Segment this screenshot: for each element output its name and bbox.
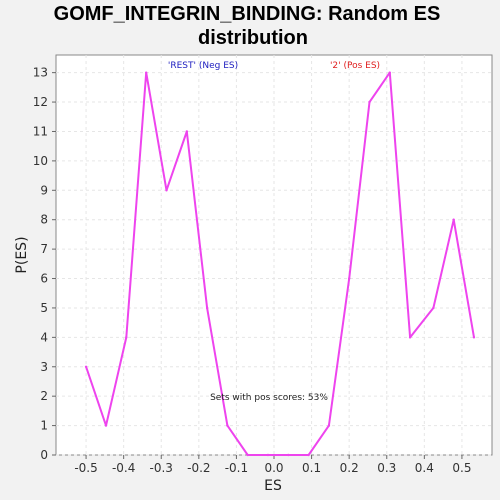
legend-neg-es: 'REST' (Neg ES) [168, 61, 238, 71]
data-point [165, 189, 168, 192]
x-tick-label: -0.5 [74, 461, 97, 475]
chart-title-line-1: GOMF_INTEGRIN_BINDING: Random ES [54, 3, 441, 25]
data-point [452, 218, 455, 221]
y-axis-label: P(ES) [14, 236, 30, 273]
legend-pos-es: '2' (Pos ES) [330, 61, 380, 71]
data-point [287, 453, 290, 457]
y-tick-label: 1 [40, 419, 48, 433]
x-axis-label: ES [264, 478, 282, 494]
data-point [226, 424, 229, 427]
y-tick-label: 13 [33, 66, 48, 80]
x-tick-label: 0.5 [452, 461, 471, 475]
series-line [85, 71, 475, 456]
data-point [205, 306, 209, 310]
data-point [104, 424, 108, 427]
data-point [408, 336, 412, 339]
y-tick-label: 12 [33, 95, 48, 109]
pos-scores-annotation: Sets with pos scores: 53% [210, 393, 328, 403]
y-tick-label: 0 [40, 448, 48, 462]
data-point [388, 71, 391, 74]
y-tick-label: 9 [40, 183, 48, 197]
data-point [246, 453, 249, 457]
data-point [185, 130, 188, 133]
data-point [347, 277, 351, 280]
y-tick-label: 7 [40, 242, 48, 256]
x-tick-label: -0.4 [112, 461, 135, 475]
y-tick-label: 11 [33, 124, 48, 138]
x-tick-label: 0.3 [377, 461, 396, 475]
x-tick-label: -0.1 [225, 461, 248, 475]
data-point [125, 336, 128, 339]
y-tick-label: 6 [40, 272, 48, 286]
series-group [84, 71, 476, 457]
x-tick-label: 0.4 [415, 461, 434, 475]
y-tick-label: 2 [40, 389, 48, 403]
data-point [327, 424, 331, 427]
y-tick-label: 10 [33, 154, 48, 168]
x-tick-label: -0.3 [150, 461, 173, 475]
data-point [432, 306, 435, 310]
x-axis: -0.5 -0.4 -0.3 -0.2 -0.1 0.0 0.1 0.2 0.3 0.4 0.5 [74, 455, 471, 475]
chart-title-line-2: distribution [198, 27, 308, 49]
grid [56, 55, 492, 456]
x-tick-label: -0.2 [187, 461, 210, 475]
x-tick-label: 0.1 [302, 461, 321, 475]
y-tick-label: 4 [40, 330, 48, 344]
y-tick-label: 3 [40, 360, 48, 374]
data-point [145, 71, 148, 74]
x-tick-label: 0.2 [340, 461, 359, 475]
data-point [84, 365, 88, 368]
data-point [266, 453, 270, 457]
data-point [307, 453, 310, 457]
data-point [472, 336, 476, 339]
y-tick-label: 5 [40, 301, 48, 315]
x-tick-label: 0.0 [264, 461, 283, 475]
y-tick-label: 8 [40, 213, 48, 227]
data-point [368, 100, 371, 104]
